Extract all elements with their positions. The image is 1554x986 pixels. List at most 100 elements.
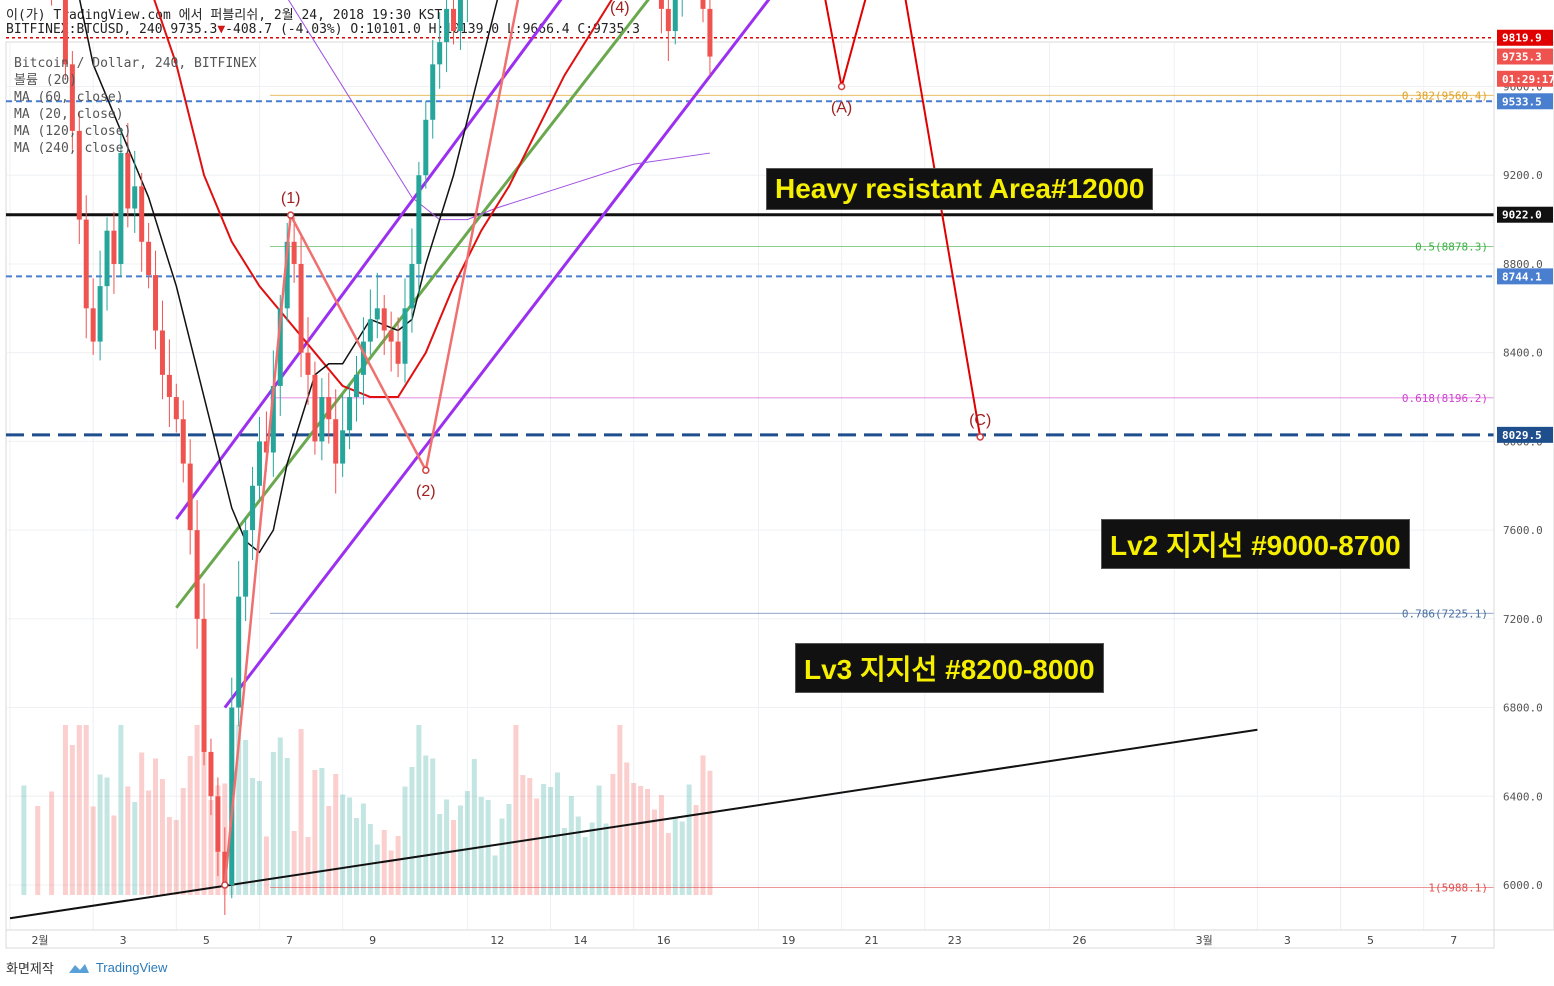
candle-body: [83, 219, 89, 309]
candle-body: [62, 0, 68, 65]
candle-body: [90, 308, 96, 342]
wave-point: [976, 433, 984, 441]
price-tag-label: 8029.5: [1502, 429, 1542, 442]
candle-body: [208, 751, 214, 797]
fib-label: 0.618(8196.2): [1402, 392, 1488, 405]
candle-body: [97, 286, 103, 342]
volume-bar: [125, 786, 131, 895]
candle-body: [409, 263, 415, 309]
candle-body: [139, 186, 145, 242]
candle-body: [381, 308, 387, 331]
candle-body: [194, 530, 200, 619]
volume-bar: [451, 820, 457, 895]
volume-bar: [132, 802, 138, 895]
volume-bar: [693, 805, 699, 895]
price-tag-label: 9735.3: [1502, 51, 1542, 64]
volume-bar: [153, 758, 159, 895]
volume-bar: [326, 806, 332, 895]
candle-body: [423, 119, 429, 176]
candle-body: [700, 0, 706, 9]
price-tick-label: 6400.0: [1503, 790, 1543, 803]
candle-body: [360, 341, 366, 375]
volume-bar: [589, 822, 595, 895]
price-change: -408.7 (-4.03%): [225, 22, 343, 37]
volume-bar: [554, 772, 560, 895]
price-axis: [1493, 41, 1554, 931]
candle-body: [333, 419, 339, 464]
time-tick-label: 5: [1367, 934, 1374, 947]
tradingview-brand[interactable]: TradingView: [68, 960, 168, 975]
candle-body: [416, 175, 422, 264]
volume-bar: [347, 797, 353, 895]
volume-bar: [146, 790, 152, 895]
volume-bar: [444, 799, 450, 895]
time-tick-label: 16: [657, 934, 671, 947]
volume-bar: [388, 850, 394, 895]
made-with-label: 화면제작: [6, 961, 54, 976]
volume-bar: [437, 814, 443, 895]
price-tag-label: 9533.5: [1502, 95, 1542, 108]
legend-ma-240: MA (240, close): [14, 141, 132, 156]
price-tag: [1497, 268, 1553, 285]
candle-body: [312, 374, 318, 442]
candle-body: [146, 241, 152, 276]
volume-bar: [423, 755, 429, 895]
volume-bar: [686, 784, 692, 895]
price-tag: [1497, 206, 1553, 223]
channel-upper-line: [175, 0, 563, 520]
ma-20-line: [78, 0, 499, 554]
brand-label: TradingView: [95, 960, 168, 975]
volume-bar: [596, 785, 602, 895]
volume-bar: [527, 778, 533, 895]
candle-body: [187, 463, 193, 531]
wave-point: [422, 466, 430, 474]
candle-body: [319, 397, 325, 442]
volume-bar: [250, 778, 256, 895]
candle-body: [457, 0, 463, 32]
volume-bar: [21, 785, 27, 895]
candle-body: [76, 130, 82, 220]
indicator-legend: Bitcoin / Dollar, 240, BITFINEX 볼륨 (20) …: [14, 55, 257, 157]
volume-bar: [464, 791, 470, 895]
volume-bar: [409, 767, 415, 895]
publish-info: 이(가) TradingView.com 에서 퍼블리쉬, 2월 24, 201…: [6, 8, 443, 23]
channel-lower-line: [223, 0, 771, 709]
candle-body: [388, 330, 394, 342]
volume-bar: [62, 725, 68, 895]
volume-bar: [672, 818, 678, 895]
candle-body: [153, 275, 159, 331]
fib-label: 0.786(7225.1): [1402, 607, 1488, 620]
price-tick-label: 9200.0: [1503, 169, 1543, 182]
price-tag-label: 9022.0: [1502, 209, 1542, 222]
volume-bar: [69, 745, 75, 895]
candle-body: [437, 42, 443, 65]
price-tick-label: 8800.0: [1503, 258, 1543, 271]
volume-bar: [236, 725, 242, 895]
volume-bar: [679, 821, 685, 895]
candle-body: [444, 8, 450, 43]
volume-bar: [194, 725, 200, 895]
volume-bar: [340, 794, 346, 895]
volume-bar: [208, 800, 214, 895]
volume-bar: [603, 823, 609, 895]
candle-body: [263, 441, 269, 453]
volume-bar: [402, 786, 408, 895]
candle-body: [173, 397, 179, 420]
black-trendline: [9, 728, 1258, 920]
candle-body: [180, 419, 186, 464]
wave-label: (A): [831, 100, 852, 117]
time-tick-label: 19: [781, 934, 795, 947]
volume-bar: [263, 836, 269, 895]
candle-body: [430, 64, 436, 120]
legend-ma-60: MA (60, close): [14, 90, 124, 105]
candle-body: [222, 851, 228, 885]
candle-body: [270, 385, 276, 453]
candle-body: [236, 596, 242, 708]
candle-body: [284, 241, 290, 309]
candle-body: [340, 430, 346, 464]
fib-label: 0.382(9560.4): [1402, 89, 1488, 102]
time-tick-label: 7: [1450, 934, 1457, 947]
volume-bar: [180, 788, 186, 895]
volume-bar: [471, 759, 477, 895]
